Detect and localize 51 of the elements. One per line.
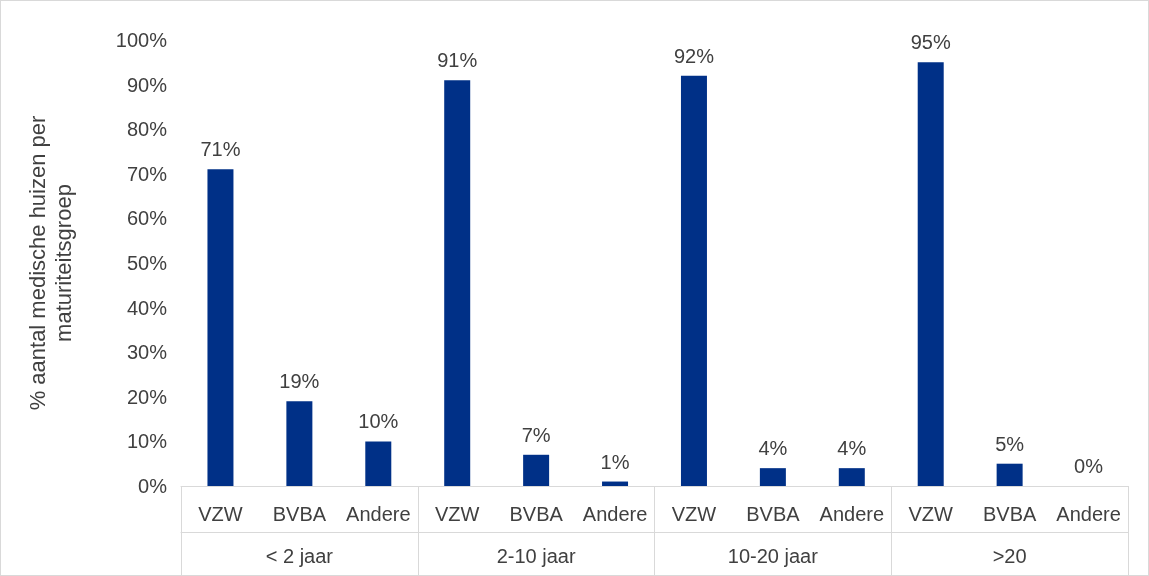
x-tick-label: Andere <box>582 503 648 525</box>
y-tick-label: 60% <box>126 207 168 230</box>
y-tick-label: 40% <box>126 296 168 319</box>
x-tick-label: VZW <box>671 503 717 525</box>
x-tick-label: BVBA <box>509 503 564 525</box>
text: >20 <box>992 545 1027 567</box>
data-label: 5% <box>995 432 1025 455</box>
x-tick-label: BVBA <box>982 503 1037 525</box>
data-label: 7% <box>521 423 551 446</box>
x-tick-label: BVBA <box>746 503 801 525</box>
bar <box>996 463 1023 486</box>
x-tick-label: Andere <box>346 503 411 525</box>
data-label: 4% <box>837 437 867 460</box>
data-label: 1% <box>600 450 630 473</box>
y-tick-label: 90% <box>126 73 168 96</box>
x-tick-label: VZW <box>198 503 243 525</box>
y-tick-label: 0% <box>138 475 168 497</box>
bar <box>365 441 392 486</box>
y-tick-label: 20% <box>126 385 168 408</box>
data-label: 92% <box>673 44 715 67</box>
x-tick-label: BVBA <box>272 503 327 525</box>
x-tick-label: Andere <box>819 503 885 525</box>
bar <box>207 169 234 486</box>
x-tick-label: VZW <box>434 503 480 525</box>
bar <box>523 454 550 486</box>
y-tick-label: 10% <box>126 430 168 453</box>
y-tick-label: 70% <box>126 162 168 185</box>
y-tick-label: 100% <box>115 29 168 51</box>
data-label: 4% <box>758 437 788 460</box>
data-label: 71% <box>200 138 241 161</box>
data-label: 0% <box>1074 455 1104 477</box>
bar <box>680 75 707 486</box>
bar <box>602 481 629 486</box>
text: < 2 jaar <box>265 545 334 567</box>
bar <box>838 468 865 486</box>
bar <box>759 468 786 486</box>
bar <box>444 80 471 486</box>
y-tick-label: 50% <box>126 252 168 274</box>
bar <box>286 401 313 486</box>
y-axis-title: % aantal medische huizen per maturiteitsgroep <box>24 115 76 411</box>
text: 2-10 jaar <box>496 545 576 567</box>
x-tick-label: Andere <box>1056 503 1121 525</box>
y-tick-label: 80% <box>126 118 168 141</box>
y-tick-label: 30% <box>126 341 168 364</box>
data-label: 10% <box>358 410 399 433</box>
bar <box>917 62 944 486</box>
data-label: 19% <box>279 370 320 393</box>
text: 10-20 jaar <box>727 545 819 567</box>
data-label: 91% <box>437 49 478 72</box>
data-label: 95% <box>910 31 951 54</box>
x-tick-label: VZW <box>908 503 954 525</box>
